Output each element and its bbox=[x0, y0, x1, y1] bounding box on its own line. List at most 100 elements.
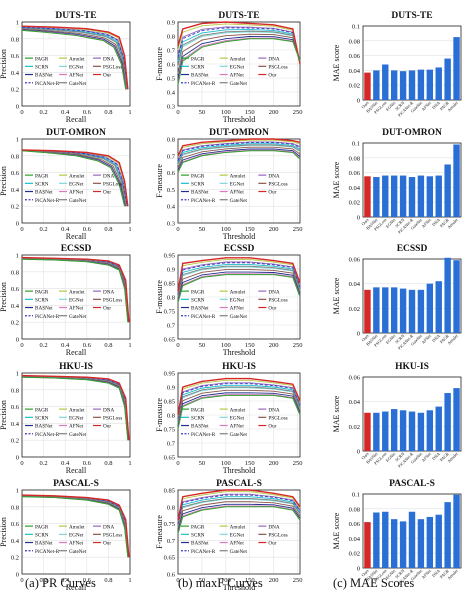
legend-label-scrn: SCRN bbox=[191, 416, 205, 422]
y-tick-label: 0.06 bbox=[349, 375, 361, 382]
y-tick-label: 0.4 bbox=[167, 90, 176, 97]
y-tick-label: 0.02 bbox=[349, 83, 360, 90]
category-label: Amulet bbox=[446, 568, 459, 581]
chart-title: HKU-IS bbox=[395, 362, 429, 372]
series-line-gatenet bbox=[21, 27, 128, 90]
series-group bbox=[21, 494, 130, 558]
legend-label-dna: DNA bbox=[103, 56, 114, 62]
bar-psgloss bbox=[382, 64, 389, 100]
y-tick-label: 0.2 bbox=[11, 555, 19, 562]
legend-label-psgloss: PSGLoss bbox=[103, 416, 122, 422]
legend-label-psgloss: PSGLoss bbox=[103, 65, 122, 71]
y-tick-label: 0.4 bbox=[11, 538, 20, 545]
legend-label-scrn: SCRN bbox=[35, 298, 49, 304]
bar-psgloss bbox=[382, 411, 389, 451]
series-group bbox=[21, 374, 130, 441]
series-line-our bbox=[177, 257, 301, 292]
series-line-egnet bbox=[177, 266, 301, 298]
bar-basnet bbox=[373, 177, 380, 217]
series-line-pagr bbox=[21, 150, 126, 207]
series-line-dna bbox=[177, 382, 301, 419]
legend-label-basnet: BASNet bbox=[35, 424, 53, 430]
legend-label-pagr: PAGR bbox=[191, 524, 205, 530]
x-tick-label: 0.2 bbox=[40, 460, 48, 467]
series-group bbox=[177, 138, 301, 173]
series-line-pagr bbox=[21, 258, 129, 323]
legend-label-amulet: Amulet bbox=[69, 173, 85, 179]
x-tick-label: 0.2 bbox=[40, 577, 48, 584]
y-tick-label: 0.7 bbox=[167, 323, 176, 330]
legend-label-egnet: EGNet bbox=[230, 298, 245, 304]
x-tick-label: 100 bbox=[221, 342, 231, 349]
chart-title: PASCAL-S bbox=[389, 479, 435, 489]
legend-label-afnet: AFNet bbox=[230, 73, 245, 79]
legend-label-pagr: PAGR bbox=[35, 289, 49, 295]
series-line-picanet-r bbox=[21, 27, 128, 90]
legend-label-egnet: EGNet bbox=[230, 65, 245, 71]
y-tick-label: 0.95 bbox=[164, 371, 175, 378]
category-label: Ours bbox=[360, 451, 370, 461]
series-line-psgloss bbox=[21, 28, 127, 90]
legend-label-afnet: AFNet bbox=[69, 306, 84, 312]
legend-label-egnet: EGNet bbox=[69, 416, 84, 422]
y-tick-label: 1 bbox=[16, 137, 19, 144]
legend-label-gatenet: GateNet bbox=[69, 198, 87, 204]
y-tick-label: 0.02 bbox=[349, 200, 360, 207]
chart-title: DUT-OMRON bbox=[209, 128, 269, 138]
series-line-scrn bbox=[177, 496, 301, 526]
legend-label-afnet: AFNet bbox=[69, 541, 84, 547]
bar-dna bbox=[435, 406, 442, 451]
x-tick-label: 0 bbox=[20, 577, 23, 584]
y-tick-label: 0.65 bbox=[164, 555, 175, 562]
legend: PAGR Amulet DNA SCRN EGNet PSGLoss BASNet AFNet… bbox=[181, 407, 288, 438]
bar-pagr bbox=[444, 58, 451, 100]
series-line-gatenet bbox=[177, 386, 301, 423]
x-tick-label: 1 bbox=[128, 226, 131, 233]
series-line-gatenet bbox=[177, 265, 301, 298]
series-line-picanet-r bbox=[177, 262, 301, 295]
y-tick-label: 0 bbox=[357, 215, 360, 222]
legend-label-scrn: SCRN bbox=[191, 298, 205, 304]
series-line-amulet bbox=[177, 139, 301, 158]
series-group bbox=[177, 489, 301, 534]
y-tick-label: 0.5 bbox=[167, 76, 175, 83]
bar-egnet bbox=[390, 409, 398, 451]
legend-label-dna: DNA bbox=[268, 173, 279, 179]
legend-label-amulet: Amulet bbox=[230, 289, 246, 295]
series-line-egnet bbox=[177, 387, 301, 423]
bar-ours bbox=[364, 289, 371, 333]
legend: PAGR Amulet DNA SCRN EGNet PSGLoss BASNet AFNet… bbox=[25, 173, 122, 204]
x-tick-label: 100 bbox=[221, 109, 231, 116]
series-line-scrn bbox=[177, 143, 301, 163]
y-tick-label: 0.1 bbox=[352, 492, 360, 499]
y-tick-label: 0.04 bbox=[349, 281, 361, 288]
legend-label-our: Our bbox=[268, 306, 276, 312]
y-axis-label: Precision bbox=[0, 166, 8, 196]
y-tick-label: 0.4 bbox=[11, 421, 20, 428]
legend-label-gatenet: GateNet bbox=[230, 432, 248, 438]
series-line-our bbox=[177, 489, 301, 521]
series-line-basnet bbox=[177, 36, 301, 80]
y-tick-label: 0.9 bbox=[167, 20, 175, 27]
y-tick-label: 0.04 bbox=[349, 68, 361, 75]
legend-label-our: Our bbox=[103, 541, 111, 547]
series-line-psgloss bbox=[177, 501, 301, 530]
series-line-basnet bbox=[21, 29, 127, 90]
series-line-pagr bbox=[177, 38, 301, 86]
y-tick-label: 0.6 bbox=[11, 286, 20, 293]
x-axis-label: Threshold bbox=[223, 466, 255, 475]
x-tick-label: 0.6 bbox=[83, 577, 92, 584]
x-tick-label: 250 bbox=[293, 109, 303, 116]
legend-label-egnet: EGNet bbox=[69, 298, 84, 304]
legend-label-our: Our bbox=[103, 306, 111, 312]
series-line-our bbox=[21, 149, 129, 207]
legend-label-scrn: SCRN bbox=[191, 182, 205, 188]
y-tick-label: 0.8 bbox=[11, 387, 19, 394]
legend-label-amulet: Amulet bbox=[230, 407, 246, 413]
legend-label-basnet: BASNet bbox=[191, 73, 209, 79]
x-tick-label: 0.6 bbox=[83, 109, 92, 116]
legend-label-gatenet: GateNet bbox=[230, 314, 248, 320]
series-line-egnet bbox=[177, 498, 301, 528]
